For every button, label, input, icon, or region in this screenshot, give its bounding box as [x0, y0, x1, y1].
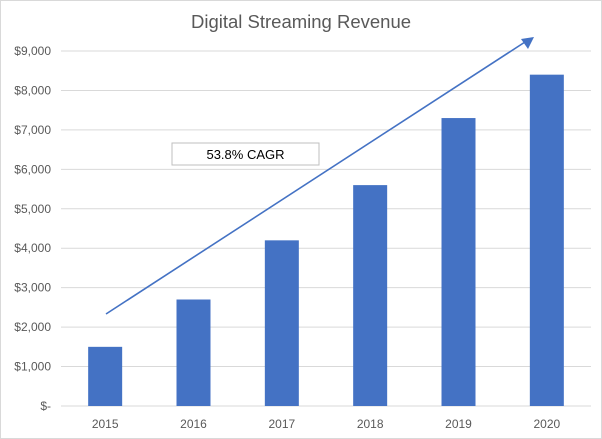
cagr-label-box	[171, 142, 320, 166]
bar-2018	[353, 185, 388, 406]
bar-2019	[441, 118, 476, 407]
bar-2017	[264, 240, 299, 406]
y-tick-label: $8,000	[14, 83, 51, 97]
bar-2016	[176, 299, 211, 406]
chart-title: Digital Streaming Revenue	[191, 11, 411, 32]
y-axis-ticks: $- $1,000 $2,000 $3,000 $4,000 $5,000 $6,000 $7…	[14, 44, 51, 413]
y-tick-label: $5,000	[14, 202, 51, 216]
y-tick-label: $2,000	[14, 320, 51, 334]
gridlines	[61, 50, 591, 407]
x-tick-label: 2017	[268, 417, 295, 431]
y-tick-label: $7,000	[14, 123, 51, 137]
bar-2015	[88, 346, 123, 406]
x-axis-ticks: 2015 2016 2017 2018 2019 2020	[92, 417, 561, 431]
cagr-label: 53.8% CAGR	[206, 147, 284, 162]
y-tick-label: $1,000	[14, 360, 51, 374]
trend-arrow-head	[521, 37, 534, 49]
y-tick-label: $4,000	[14, 241, 51, 255]
x-tick-label: 2019	[445, 417, 472, 431]
trend-arrow	[105, 41, 526, 315]
x-tick-label: 2018	[357, 417, 384, 431]
x-tick-label: 2020	[533, 417, 560, 431]
y-tick-label: $3,000	[14, 281, 51, 295]
y-tick-label: $6,000	[14, 162, 51, 176]
bars	[88, 74, 564, 407]
x-tick-label: 2015	[92, 417, 119, 431]
bar-2020	[529, 74, 564, 407]
y-tick-label: $9,000	[14, 44, 51, 58]
y-tick-label: $-	[40, 399, 51, 413]
x-tick-label: 2016	[180, 417, 207, 431]
annotations: 53.8% CAGR	[105, 37, 534, 315]
